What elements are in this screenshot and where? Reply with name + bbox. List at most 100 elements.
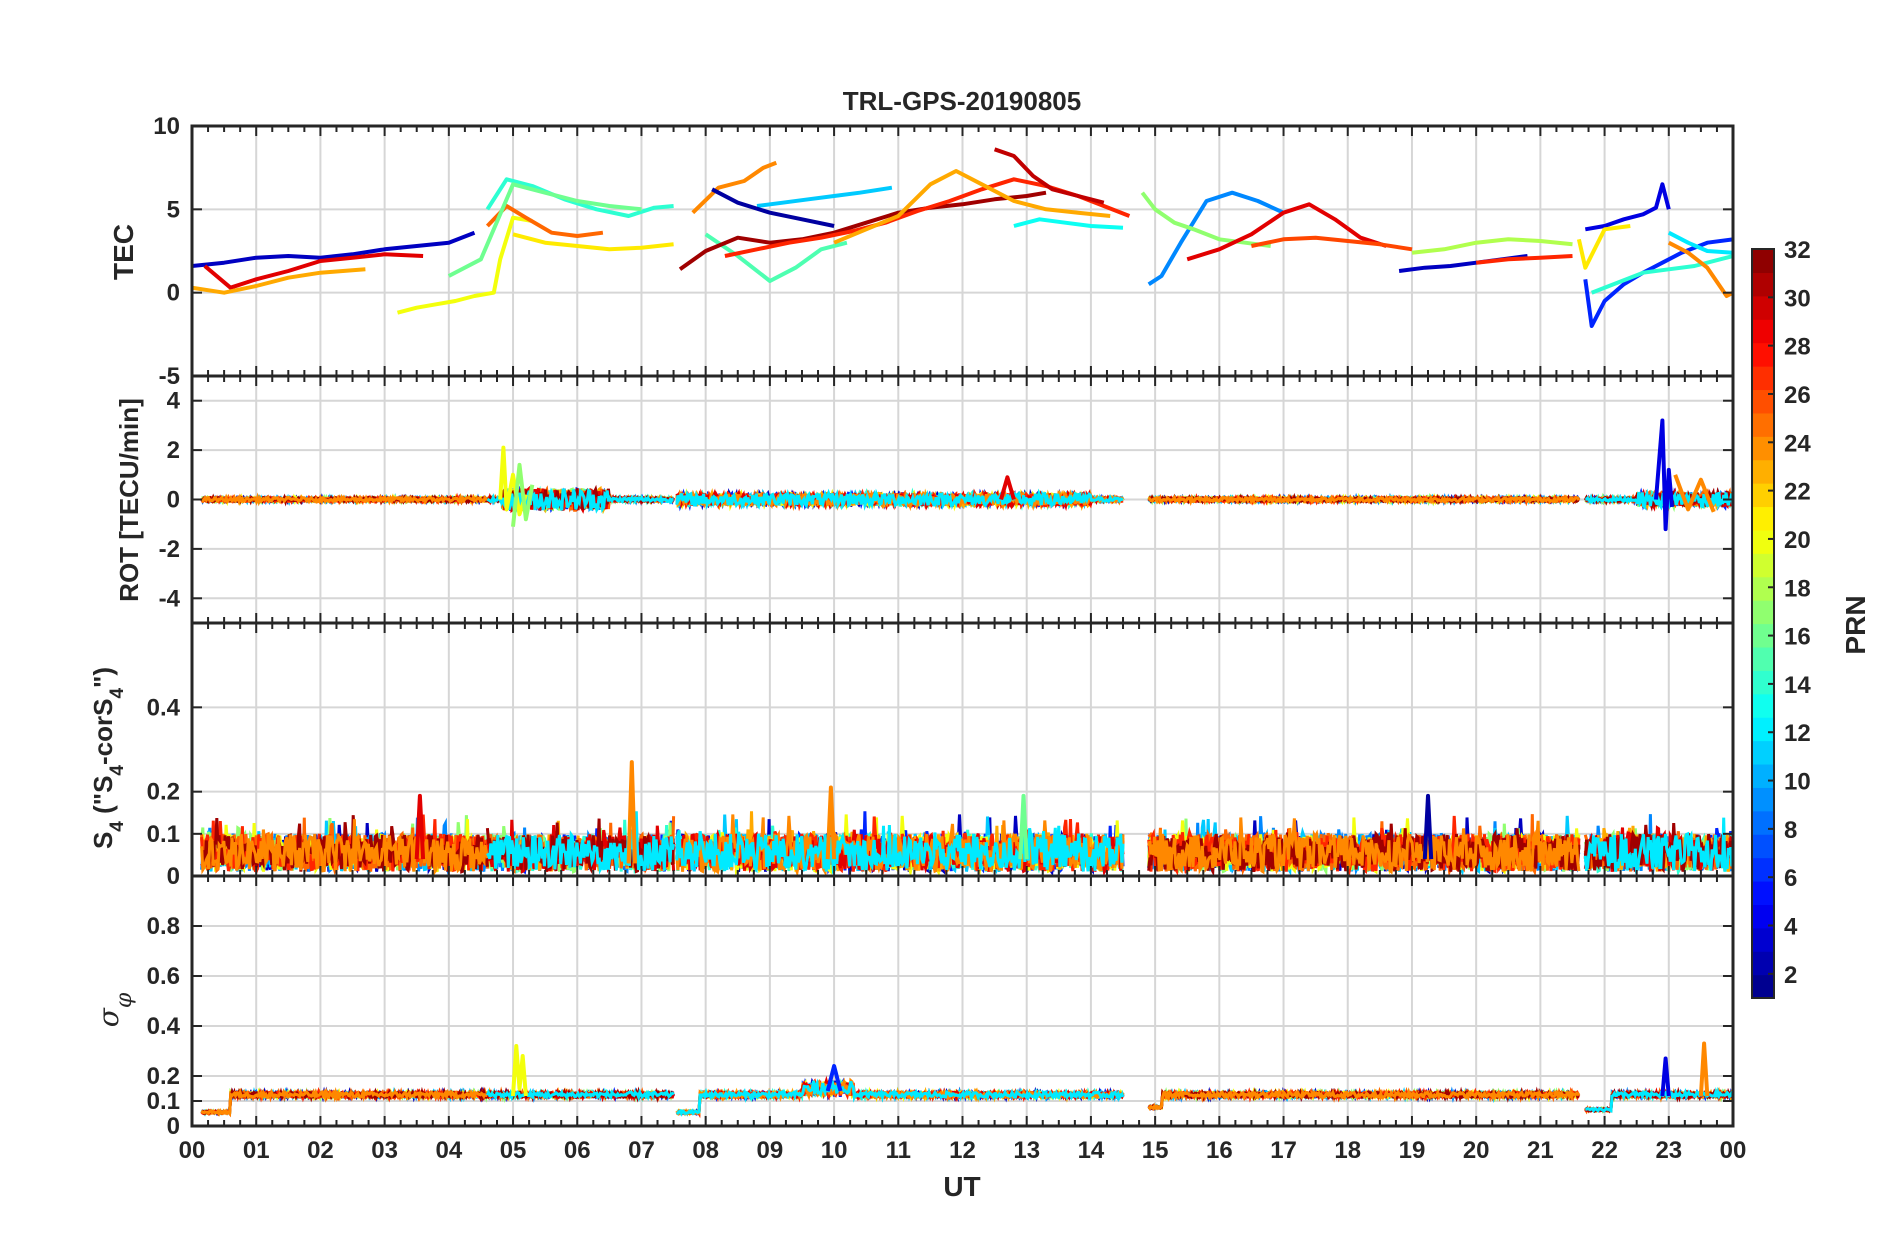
sigma_phi-ytick-label: 0.1 — [147, 1088, 180, 1115]
colorbar-swatch — [1752, 810, 1774, 835]
tec-series-prn-4 — [1584, 182, 1671, 232]
tec-series-prn-21 — [512, 232, 674, 252]
x-tick-label: 22 — [1591, 1137, 1618, 1164]
x-axis-ticks: 00 01 02 03 04 05 06 07 08 09 10 11 12 13 14 15 16 17 18 19… — [179, 1137, 1747, 1164]
sigma_phi-ytick-label: 0.2 — [147, 1063, 180, 1090]
colorbar-swatch — [1752, 436, 1774, 461]
s4-ylabel: S4 ("S4-corS4") — [88, 667, 128, 849]
x-tick-label: 00 — [1720, 1137, 1747, 1164]
rot-ytick-label: -2 — [159, 536, 180, 563]
colorbar-swatch — [1752, 529, 1774, 554]
x-tick-label: 13 — [1013, 1137, 1040, 1164]
x-tick-label: 06 — [564, 1137, 591, 1164]
tec-series-prn-9 — [1147, 190, 1285, 286]
colorbar-tick-label: 16 — [1784, 624, 1811, 651]
tec-ytick-label: 10 — [153, 113, 180, 140]
colorbar-swatch — [1752, 366, 1774, 391]
x-tick-label: 05 — [500, 1137, 527, 1164]
tec-series-prn-24 — [691, 160, 778, 215]
tec-series-prn-12 — [1667, 230, 1733, 255]
sigma_phi-series-prn-20 — [511, 1044, 528, 1097]
colorbar-tick-label: 22 — [1784, 479, 1811, 506]
x-tick-label: 17 — [1270, 1137, 1297, 1164]
chart-title: TRL-GPS-20190805 — [843, 86, 1081, 116]
colorbar-swatch — [1752, 319, 1774, 344]
rot-ytick-label: 2 — [167, 437, 180, 464]
s4-data — [200, 760, 1733, 876]
s4-series-prn-2 — [1422, 793, 1434, 860]
tec-series-prn-20 — [396, 215, 533, 315]
series-noise-prn-12 — [675, 488, 1124, 511]
colorbar-swatch — [1752, 974, 1774, 999]
colorbar-swatch — [1752, 857, 1774, 882]
colorbar-swatch — [1752, 623, 1774, 648]
x-tick-label: 09 — [757, 1137, 784, 1164]
x-tick-label: 11 — [886, 1137, 911, 1164]
tec-series-prn-31 — [678, 190, 1047, 271]
x-tick-label: 01 — [243, 1137, 270, 1164]
tec-series-prn-2 — [711, 187, 835, 228]
x-axis-label: UT — [943, 1171, 980, 1202]
x-tick-label: 16 — [1206, 1137, 1233, 1164]
series-noise-prn-24 — [1147, 1087, 1581, 1112]
colorbar-swatch — [1752, 249, 1774, 274]
colorbar-swatch — [1752, 717, 1774, 742]
sigma_phi-series-prn-6 — [825, 1064, 843, 1092]
colorbar-label: PRN — [1840, 595, 1871, 654]
tec-series-prn-17 — [1140, 191, 1271, 248]
x-tick-label: 02 — [307, 1137, 334, 1164]
colorbar-frame — [1751, 248, 1775, 999]
x-tick-label: 14 — [1078, 1137, 1105, 1164]
series-noise-prn-24 — [1147, 493, 1581, 507]
tec-ytick-label: 0 — [167, 280, 180, 307]
colorbar-tick-label: 32 — [1784, 237, 1811, 264]
colorbar-swatch — [1752, 834, 1774, 859]
colorbar-swatch — [1752, 904, 1774, 929]
tec-series-prn-29 — [1186, 202, 1387, 262]
colorbar-swatch — [1752, 740, 1774, 765]
tec-series-prn-23 — [833, 169, 1111, 245]
colorbar-swatch — [1752, 763, 1774, 788]
x-tick-label: 19 — [1399, 1137, 1426, 1164]
colorbar-swatch — [1752, 506, 1774, 531]
rot-series-prn-20 — [498, 445, 528, 517]
s4-panel: 0.4 0.2 0.1 0 — [147, 621, 1735, 890]
series-noise-prn-24 — [200, 819, 489, 876]
s4-ytick-label: 0.4 — [147, 694, 181, 721]
tec-series-prn-24 — [1667, 240, 1733, 298]
tec-series-prn-3 — [192, 230, 476, 268]
series-noise-prn-24 — [1147, 817, 1581, 875]
colorbar-tick-label: 6 — [1784, 865, 1797, 892]
colorbar-swatch — [1752, 483, 1774, 508]
colorbar-tick-label: 14 — [1784, 672, 1811, 699]
sigma_phi-ytick-label: 0.6 — [147, 963, 180, 990]
series-noise-prn-24 — [200, 1086, 488, 1117]
tec-series-prn-11 — [756, 185, 893, 208]
colorbar-swatch — [1752, 787, 1774, 812]
colorbar-tick-label: 30 — [1784, 285, 1811, 312]
colorbar-swatch — [1752, 600, 1774, 625]
x-tick-label: 04 — [435, 1137, 462, 1164]
tec-data — [192, 147, 1733, 328]
colorbar-tick-label: 10 — [1784, 769, 1811, 796]
x-tick-label: 18 — [1334, 1137, 1361, 1164]
x-tick-label: 23 — [1655, 1137, 1682, 1164]
s4-series-prn-16 — [1018, 793, 1029, 860]
colorbar-tick-label: 2 — [1784, 962, 1797, 989]
s4-series-prn-24 — [825, 785, 837, 860]
tec-series-prn-26 — [1250, 235, 1413, 252]
rot-series-prn-29 — [999, 475, 1016, 501]
x-tick-label: 00 — [179, 1137, 206, 1164]
colorbar-swatch — [1752, 272, 1774, 297]
x-tick-label: 07 — [628, 1137, 655, 1164]
x-tick-label: 21 — [1527, 1137, 1554, 1164]
colorbar-swatch — [1752, 389, 1774, 414]
colorbar-swatch — [1752, 459, 1774, 484]
colorbar-swatch — [1752, 576, 1774, 601]
colorbar-tick-label: 8 — [1784, 817, 1797, 844]
rot-ytick-label: -4 — [159, 585, 181, 612]
rot-series-prn-4 — [1654, 418, 1674, 532]
colorbar-swatch — [1752, 951, 1774, 976]
series-noise-prn-12 — [1583, 817, 1733, 874]
tec-series-prn-23 — [192, 267, 366, 295]
